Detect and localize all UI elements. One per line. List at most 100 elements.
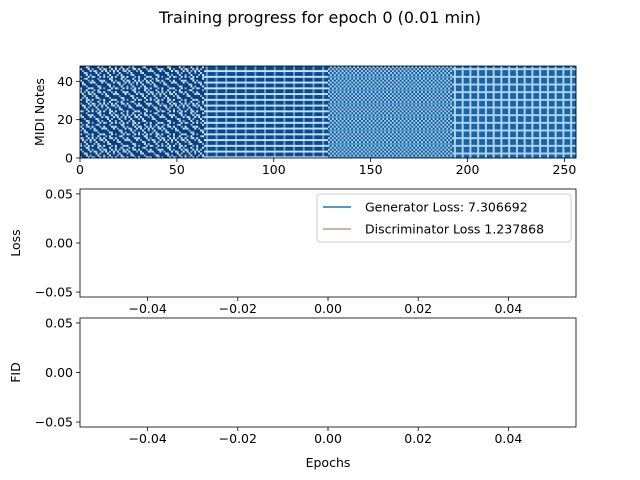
heatmap-cell — [207, 79, 211, 82]
heatmap-cell — [140, 129, 143, 132]
heatmap-cell — [238, 123, 242, 126]
heatmap-cell — [223, 110, 226, 113]
heatmap-cell — [271, 79, 275, 82]
heatmap-cell — [142, 135, 145, 138]
heatmap-cell — [126, 156, 129, 159]
heatmap-cell — [266, 102, 269, 105]
heatmap-cell — [93, 135, 96, 138]
heatmap-cell — [130, 154, 133, 157]
heatmap-cell — [174, 123, 178, 126]
heatmap-cell — [238, 140, 242, 143]
heatmap-cell — [271, 94, 275, 97]
heatmap-cell — [262, 106, 265, 109]
heatmap-cell — [223, 112, 226, 115]
heatmap-cell — [233, 75, 236, 78]
heatmap-cell — [248, 156, 251, 159]
heatmap-cell — [118, 102, 121, 105]
heatmap-cell — [233, 85, 236, 88]
heatmap-cell — [196, 92, 199, 96]
heatmap-cell — [130, 125, 133, 128]
heatmap-cell — [277, 138, 280, 142]
heatmap-cell — [273, 152, 276, 155]
heatmap-cell — [271, 102, 275, 105]
heatmap-cell — [188, 108, 191, 111]
heatmap-cell — [244, 71, 247, 74]
heatmap-cell — [112, 69, 116, 73]
heatmap-cell — [242, 67, 245, 71]
heatmap-cell — [89, 133, 92, 136]
heatmap-cell — [89, 119, 92, 122]
heatmap-cell — [81, 125, 85, 128]
heatmap-cell — [97, 121, 100, 124]
heatmap-cell — [157, 85, 160, 88]
heatmap-cell — [161, 121, 164, 124]
heatmap-cell — [167, 92, 170, 96]
heatmap-cell — [254, 73, 257, 76]
heatmap-cell — [209, 152, 213, 155]
heatmap-cell — [120, 92, 123, 96]
heatmap-cell — [178, 112, 182, 115]
heatmap-cell — [240, 123, 244, 126]
heatmap-cell — [275, 79, 278, 82]
heatmap-cell — [87, 123, 90, 126]
heatmap-cell — [215, 131, 218, 134]
heatmap-cell — [126, 87, 129, 90]
heatmap-cell — [145, 135, 149, 138]
heatmap-cell — [120, 73, 123, 76]
heatmap-cell — [262, 98, 265, 101]
heatmap-cell — [107, 123, 110, 126]
heatmap-cell — [105, 152, 108, 155]
heatmap-cell — [229, 67, 232, 71]
heatmap-cell — [83, 112, 87, 115]
heatmap-cell — [227, 108, 230, 111]
heatmap-cell — [136, 156, 139, 159]
heatmap-cell — [97, 150, 100, 153]
heatmap-cell — [178, 148, 182, 151]
heatmap-cell — [207, 75, 211, 78]
heatmap-cell — [194, 135, 197, 138]
heatmap-cell — [107, 135, 110, 138]
heatmap-cell — [111, 144, 114, 147]
heatmap-cell — [244, 69, 247, 73]
heatmap-cell — [145, 96, 149, 99]
heatmap-cell — [227, 135, 230, 138]
heatmap-cell — [188, 119, 191, 122]
heatmap-cell — [132, 127, 135, 130]
heatmap-cell — [213, 136, 216, 140]
heatmap-cell — [89, 131, 92, 134]
heatmap-cell — [118, 110, 121, 113]
heatmap-cell — [233, 90, 236, 94]
heatmap-cell — [271, 75, 275, 78]
heatmap-cell — [147, 75, 151, 78]
heatmap-cell — [202, 136, 205, 140]
heatmap-cell — [235, 146, 238, 149]
heatmap-cell — [186, 154, 189, 157]
heatmap-cell — [83, 115, 87, 119]
heatmap-cell — [142, 140, 145, 143]
heatmap-cell — [114, 135, 118, 138]
heatmap-cell — [171, 117, 174, 120]
heatmap-cell — [190, 146, 193, 149]
heatmap-cell — [99, 142, 102, 145]
heatmap-cell — [87, 102, 90, 105]
heatmap-cell — [136, 125, 139, 128]
heatmap-cell — [109, 119, 112, 122]
heatmap-cell — [279, 100, 282, 103]
heatmap-cell — [267, 87, 271, 90]
heatmap-cell — [149, 136, 152, 140]
heatmap-cell — [225, 113, 228, 117]
heatmap-cell — [219, 106, 222, 109]
heatmap-cell — [266, 81, 269, 84]
heatmap-cell — [260, 146, 263, 149]
heatmap-cell — [176, 75, 180, 78]
heatmap-cell — [101, 89, 104, 92]
heatmap-cell — [219, 110, 222, 113]
heatmap-cell — [202, 83, 205, 86]
heatmap-cell — [143, 73, 147, 76]
heatmap-cell — [246, 83, 249, 86]
heatmap-cell — [186, 142, 189, 145]
heatmap-cell — [260, 83, 263, 86]
heatmap-cell — [138, 119, 141, 122]
heatmap-cell — [254, 117, 257, 120]
heatmap-cell — [147, 96, 151, 99]
